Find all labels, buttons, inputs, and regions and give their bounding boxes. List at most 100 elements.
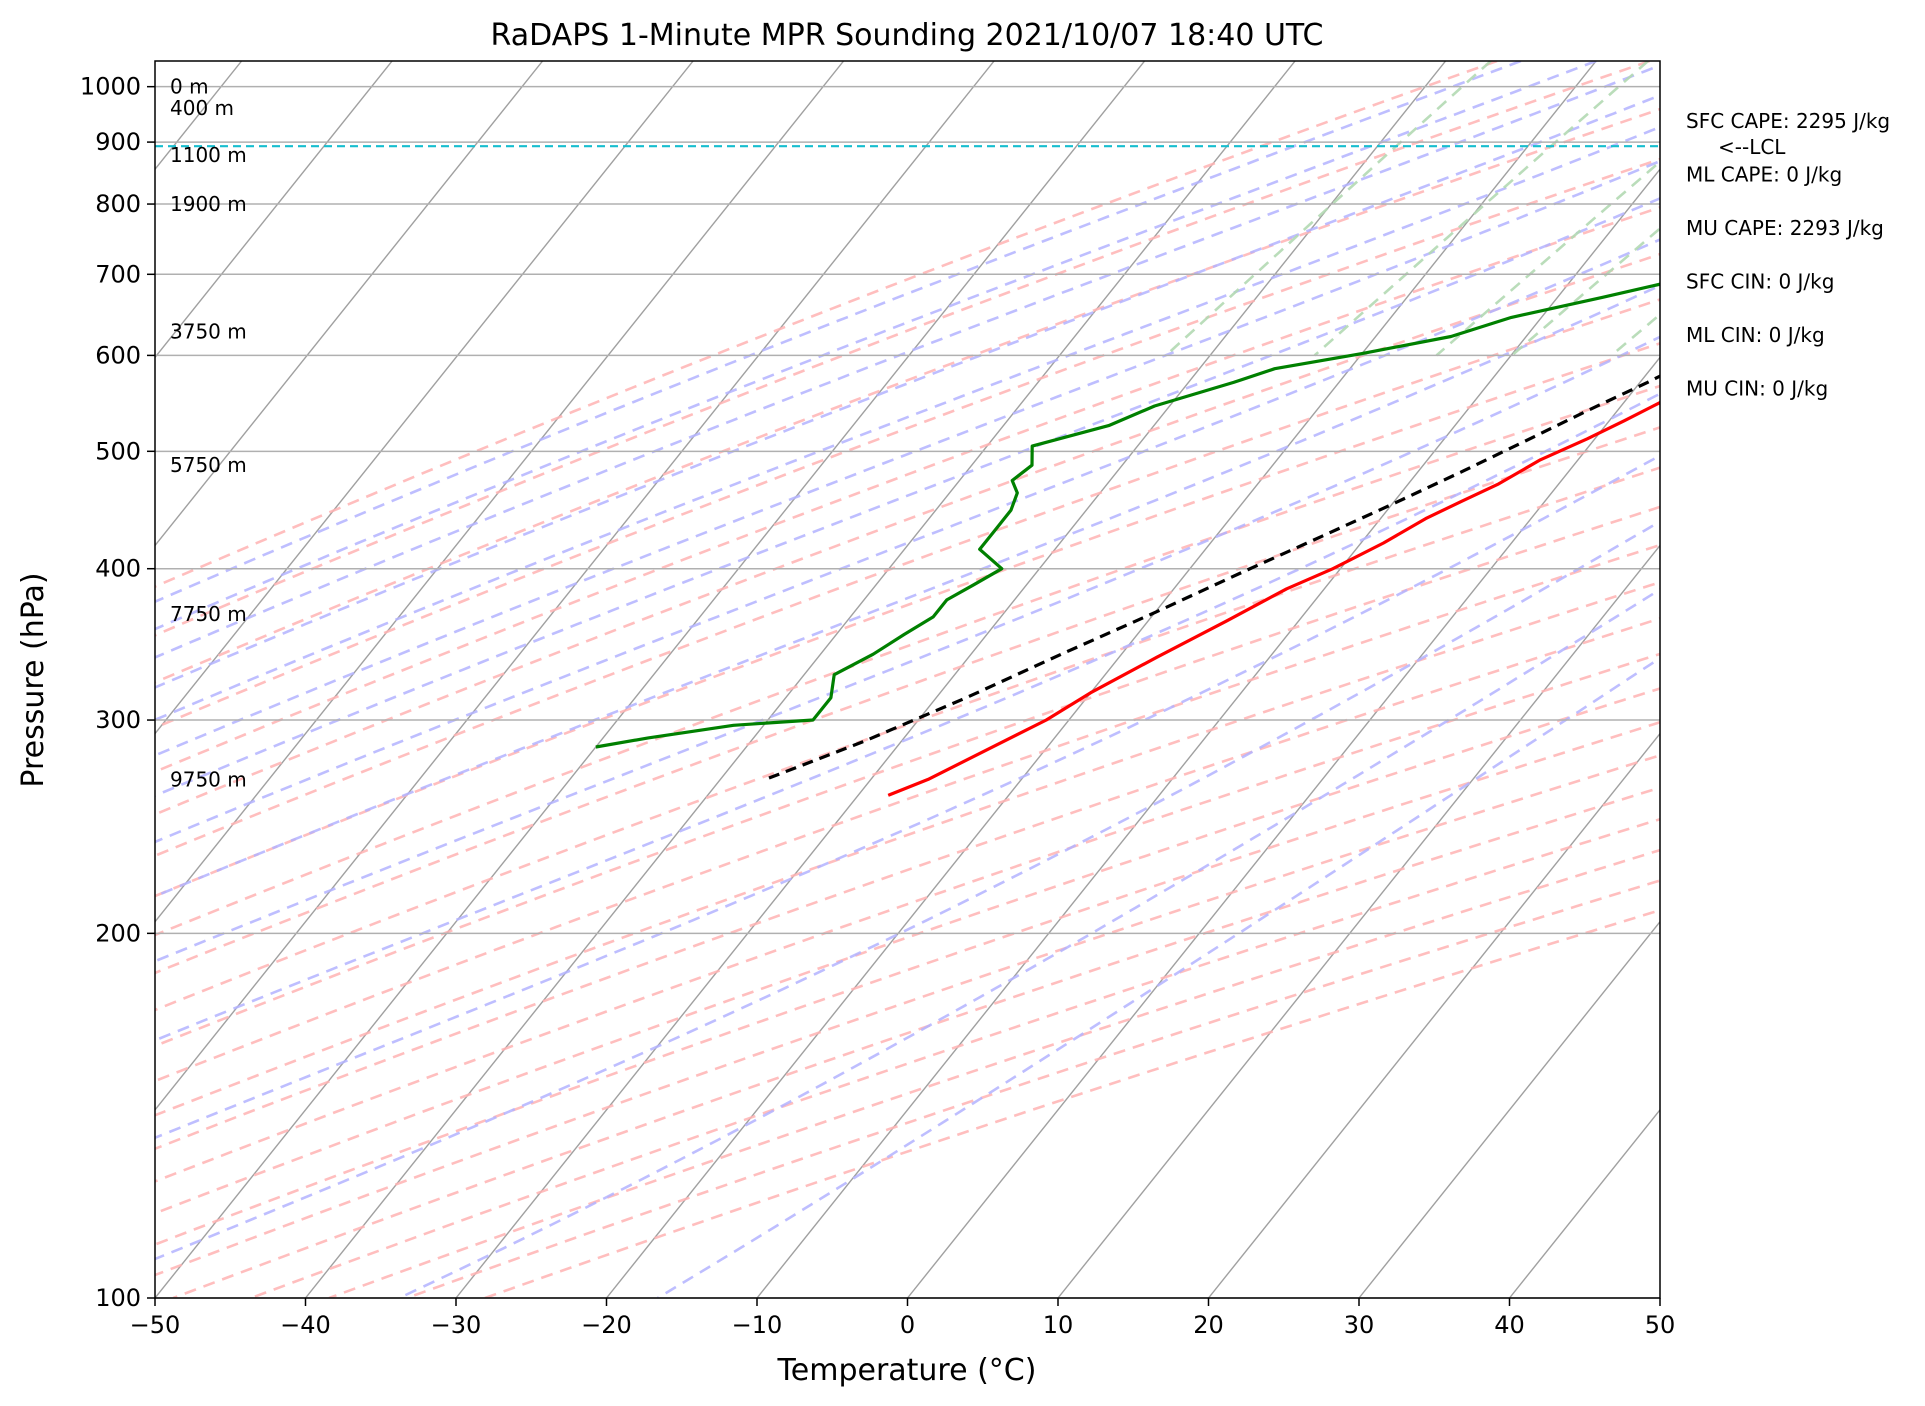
background-lines xyxy=(155,61,1925,1298)
stat-line: SFC CIN: 0 J/kg xyxy=(1686,270,1834,294)
dry-adiabat-line xyxy=(155,157,1660,730)
moist-adiabat-line xyxy=(155,238,1660,844)
y-tick-label: 600 xyxy=(95,341,141,369)
y-tick-label: 300 xyxy=(95,706,141,734)
isotherm-line xyxy=(605,61,1597,1298)
plot-frame xyxy=(154,60,1661,1299)
chart-title: RaDAPS 1-Minute MPR Sounding 2021/10/07 … xyxy=(491,18,1324,53)
y-tick-label: 400 xyxy=(95,555,141,583)
x-axis-title: Temperature (°C) xyxy=(777,1353,1037,1388)
isotherm-line xyxy=(455,61,1447,1298)
dry-adiabat-line xyxy=(155,505,1660,1048)
height-label: 1100 m xyxy=(170,143,247,167)
mixing-ratio-line xyxy=(1610,312,1660,357)
moist-adiabat-line xyxy=(155,454,1660,1140)
moist-adiabat-line xyxy=(155,335,1660,963)
isotherm-line xyxy=(1659,1296,1660,1298)
moist-adiabat-line xyxy=(398,588,1660,1298)
dry-adiabat-line xyxy=(250,817,1660,1298)
height-label: 0 m xyxy=(170,75,209,99)
mixing-ratio-line xyxy=(1708,61,1925,355)
stat-line: ML CAPE: 0 J/kg xyxy=(1686,163,1842,187)
dry-adiabat-line xyxy=(155,687,1660,1215)
moist-adiabat-line xyxy=(155,159,1660,757)
dry-adiabat-line xyxy=(155,298,1660,858)
moist-adiabat-line xyxy=(155,196,1660,798)
y-tick-label: 200 xyxy=(95,919,141,947)
x-tick-label: −10 xyxy=(732,1311,783,1339)
dry-adiabat-line xyxy=(328,848,1660,1298)
moist-adiabat-line xyxy=(155,284,1660,898)
stat-line: ML CIN: 0 J/kg xyxy=(1686,323,1825,347)
y-tick-label: 500 xyxy=(95,437,141,465)
stats-panel: SFC CAPE: 2295 J/kg ML CAPE: 0 J/kg MU CAP… xyxy=(1686,109,1890,401)
moist-adiabat-line xyxy=(155,125,1660,722)
x-tick-label: 20 xyxy=(1193,1311,1224,1339)
x-tick-label: 30 xyxy=(1344,1311,1375,1339)
isotherm-line xyxy=(155,61,694,735)
mixing-ratio-line xyxy=(1511,226,1660,357)
y-tick-label: 900 xyxy=(95,128,141,156)
y-tick-label: 1000 xyxy=(80,73,141,101)
y-axis: 100 200 300 400 500 600 700 800 900 1000 xyxy=(80,73,155,1312)
y-tick-label: 100 xyxy=(95,1284,141,1312)
isotherm-line xyxy=(155,61,544,547)
dry-adiabat-line xyxy=(172,786,1660,1298)
dry-adiabat-line xyxy=(155,652,1660,1183)
moist-adiabat-line xyxy=(155,61,1522,604)
stat-line: MU CAPE: 2293 J/kg xyxy=(1686,216,1884,240)
mixing-ratio-line xyxy=(1909,61,1925,355)
mixing-ratio-line xyxy=(1859,61,1925,355)
moist-adiabat-line xyxy=(155,93,1660,689)
dry-adiabat-line xyxy=(155,61,1651,637)
height-label: 9750 m xyxy=(170,767,247,791)
y-axis-title: Pressure (hPa) xyxy=(16,572,51,787)
x-tick-label: 50 xyxy=(1645,1311,1676,1339)
stat-line: MU CIN: 0 J/kg xyxy=(1686,377,1828,401)
dry-adiabat-line xyxy=(406,879,1660,1298)
height-label: 1900 m xyxy=(170,192,247,216)
x-axis: −50 −40 −30 −20 −10 0 10 20 30 40 50 xyxy=(130,1298,1676,1339)
dry-adiabat-line xyxy=(155,580,1660,1117)
y-tick-label: 700 xyxy=(95,260,141,288)
isotherm-line xyxy=(1811,61,1925,1298)
x-tick-label: −20 xyxy=(581,1311,632,1339)
isotherm-line xyxy=(1207,732,1660,1298)
isotherm-line xyxy=(155,61,393,359)
dry-adiabat-line xyxy=(155,466,1660,1012)
height-label: 3750 m xyxy=(170,319,247,343)
dewpoint-profile-line xyxy=(595,282,1660,749)
moist-adiabat-line xyxy=(657,656,1660,1298)
isotherm-line xyxy=(155,61,1146,1298)
dry-adiabat-line xyxy=(155,426,1660,975)
x-tick-label: −50 xyxy=(130,1311,181,1339)
mixing-ratio-line xyxy=(1313,61,1649,357)
dry-adiabat-line xyxy=(155,107,1660,684)
moist-adiabat-line xyxy=(155,392,1660,1042)
height-label: 7750 m xyxy=(170,602,247,626)
mixing-ratio-line xyxy=(1165,61,1492,357)
lcl-label: <--LCL xyxy=(1718,135,1786,159)
dry-adiabat-line xyxy=(155,543,1660,1083)
dry-adiabat-line xyxy=(155,617,1660,1151)
pressure-gridlines xyxy=(155,85,1660,1299)
isotherm-line xyxy=(155,61,845,923)
stat-line: SFC CAPE: 2295 J/kg xyxy=(1686,109,1890,133)
dry-adiabat-line xyxy=(155,754,1660,1277)
isotherm-line xyxy=(155,61,995,1111)
x-tick-label: 40 xyxy=(1494,1311,1525,1339)
x-tick-label: −40 xyxy=(280,1311,331,1339)
isotherm-line xyxy=(906,356,1660,1298)
mixing-ratio-line xyxy=(1435,159,1660,357)
x-tick-label: 0 xyxy=(900,1311,915,1339)
dry-adiabat-line xyxy=(155,384,1660,937)
series-layer xyxy=(155,145,1660,797)
isotherm-line xyxy=(1057,544,1660,1298)
x-tick-label: −30 xyxy=(431,1311,482,1339)
dry-adiabat-line xyxy=(155,341,1660,898)
isotherm-line xyxy=(1358,920,1660,1298)
height-label: 400 m xyxy=(170,96,234,120)
dry-adiabat-line xyxy=(155,206,1660,774)
mixing-ratio-line xyxy=(1795,61,1925,355)
